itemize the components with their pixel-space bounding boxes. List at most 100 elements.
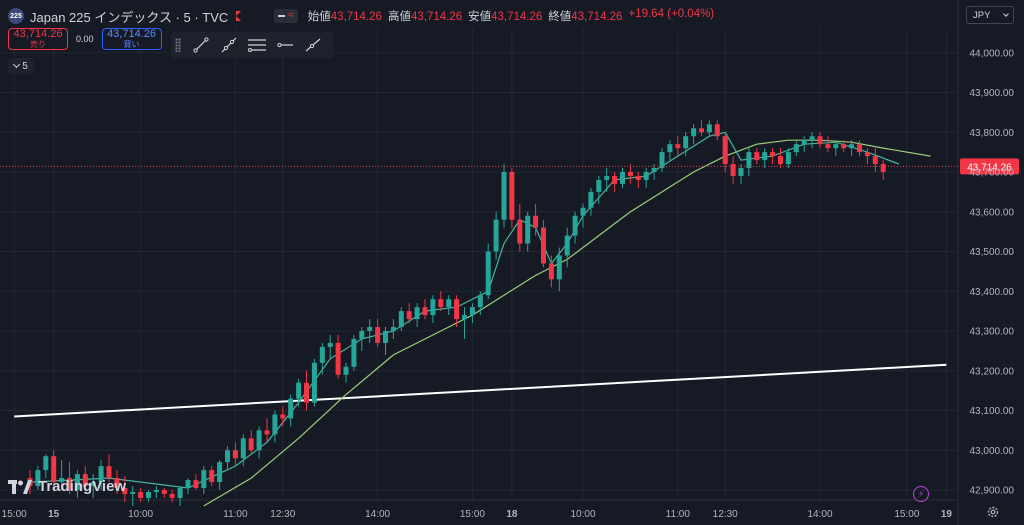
candle[interactable] [659,148,665,172]
candle[interactable] [469,303,475,324]
candle[interactable] [288,394,294,427]
candle[interactable] [446,295,452,316]
candle[interactable] [43,454,49,479]
flag-icon[interactable] [236,10,246,22]
candle[interactable] [106,454,112,483]
candle[interactable] [51,450,57,487]
candle[interactable] [746,148,752,176]
gear-icon[interactable] [986,505,1000,519]
candle[interactable] [604,168,610,192]
currency-select[interactable]: JPY [966,6,1014,24]
candle[interactable] [406,303,412,324]
candle[interactable] [82,466,88,490]
candle[interactable] [74,470,80,498]
candle[interactable] [398,307,404,331]
candle[interactable] [596,175,602,204]
candle[interactable] [248,430,254,455]
candle[interactable] [809,132,815,149]
candle[interactable] [801,136,807,153]
horizontal-ray-tool-icon[interactable] [273,34,297,56]
candle[interactable] [343,362,349,383]
candle[interactable] [390,319,396,339]
extended-line-tool-icon[interactable] [301,34,325,56]
candle[interactable] [485,243,491,300]
candle[interactable] [383,327,388,355]
candle[interactable] [153,486,159,498]
candle[interactable] [138,488,144,502]
candle[interactable] [67,462,72,494]
candle[interactable] [793,140,799,157]
candle[interactable] [177,486,183,506]
candle[interactable] [232,442,238,467]
parallel-channel-tool-icon[interactable] [245,34,269,56]
candle[interactable] [872,148,878,172]
candle[interactable] [327,334,333,359]
candle[interactable] [667,140,673,161]
candle[interactable] [825,136,831,153]
candle[interactable] [738,164,744,184]
candle[interactable] [351,334,357,371]
candle[interactable] [864,148,870,165]
candle[interactable] [422,299,428,320]
candle[interactable] [319,342,325,375]
candle[interactable] [209,466,215,487]
candle[interactable] [438,291,444,312]
candle[interactable] [256,426,262,459]
candle[interactable] [572,211,578,244]
candle[interactable] [517,203,523,252]
candle[interactable] [304,370,309,411]
symbol-title[interactable]: Japan 225 インデックス · 5 · TVC [30,9,229,25]
candle[interactable] [454,295,460,328]
candle[interactable] [375,319,381,347]
moving-average-slow[interactable] [203,139,931,507]
candle[interactable] [778,148,783,169]
candle[interactable] [311,358,317,407]
candle[interactable] [683,132,689,157]
candle[interactable] [462,307,467,339]
candle[interactable] [880,160,886,180]
candle[interactable] [264,418,270,443]
candle[interactable] [414,303,420,328]
candle[interactable] [493,211,499,260]
candle[interactable] [240,434,246,467]
candle[interactable] [722,132,728,172]
candle[interactable] [90,474,96,498]
drag-handle-icon[interactable] [175,38,181,52]
candle[interactable] [627,164,633,184]
candle[interactable] [185,478,191,494]
candle[interactable] [548,255,554,288]
candle[interactable] [541,219,546,268]
tradingview-logo[interactable]: TradingView [8,478,126,495]
candle[interactable] [501,164,507,228]
candle[interactable] [833,140,839,157]
trend-line[interactable] [14,363,947,418]
candle[interactable] [564,227,570,268]
candle[interactable] [225,446,230,471]
candle[interactable] [477,291,483,316]
candle[interactable] [754,148,760,165]
candle[interactable] [280,406,286,427]
candle[interactable] [762,148,768,169]
candle[interactable] [169,490,175,502]
candle[interactable] [114,470,120,494]
candle[interactable] [201,466,207,494]
candle[interactable] [817,132,823,149]
candle[interactable] [217,460,223,490]
candle[interactable] [770,148,776,165]
lightning-icon[interactable]: ⚡ [913,486,929,502]
candle[interactable] [841,140,847,153]
candle[interactable] [699,120,704,137]
candle[interactable] [98,460,104,490]
candle[interactable] [706,120,712,137]
candle[interactable] [643,168,649,188]
candle[interactable] [714,120,720,141]
symbol-logo[interactable]: 225 [8,8,24,24]
trend-line-tool-icon[interactable] [189,34,213,56]
buy-button[interactable]: 43,714.26 買い [101,28,162,50]
ray-tool-icon[interactable] [217,34,241,56]
candle[interactable] [509,168,515,228]
candle[interactable] [556,247,562,292]
candle[interactable] [130,486,136,506]
